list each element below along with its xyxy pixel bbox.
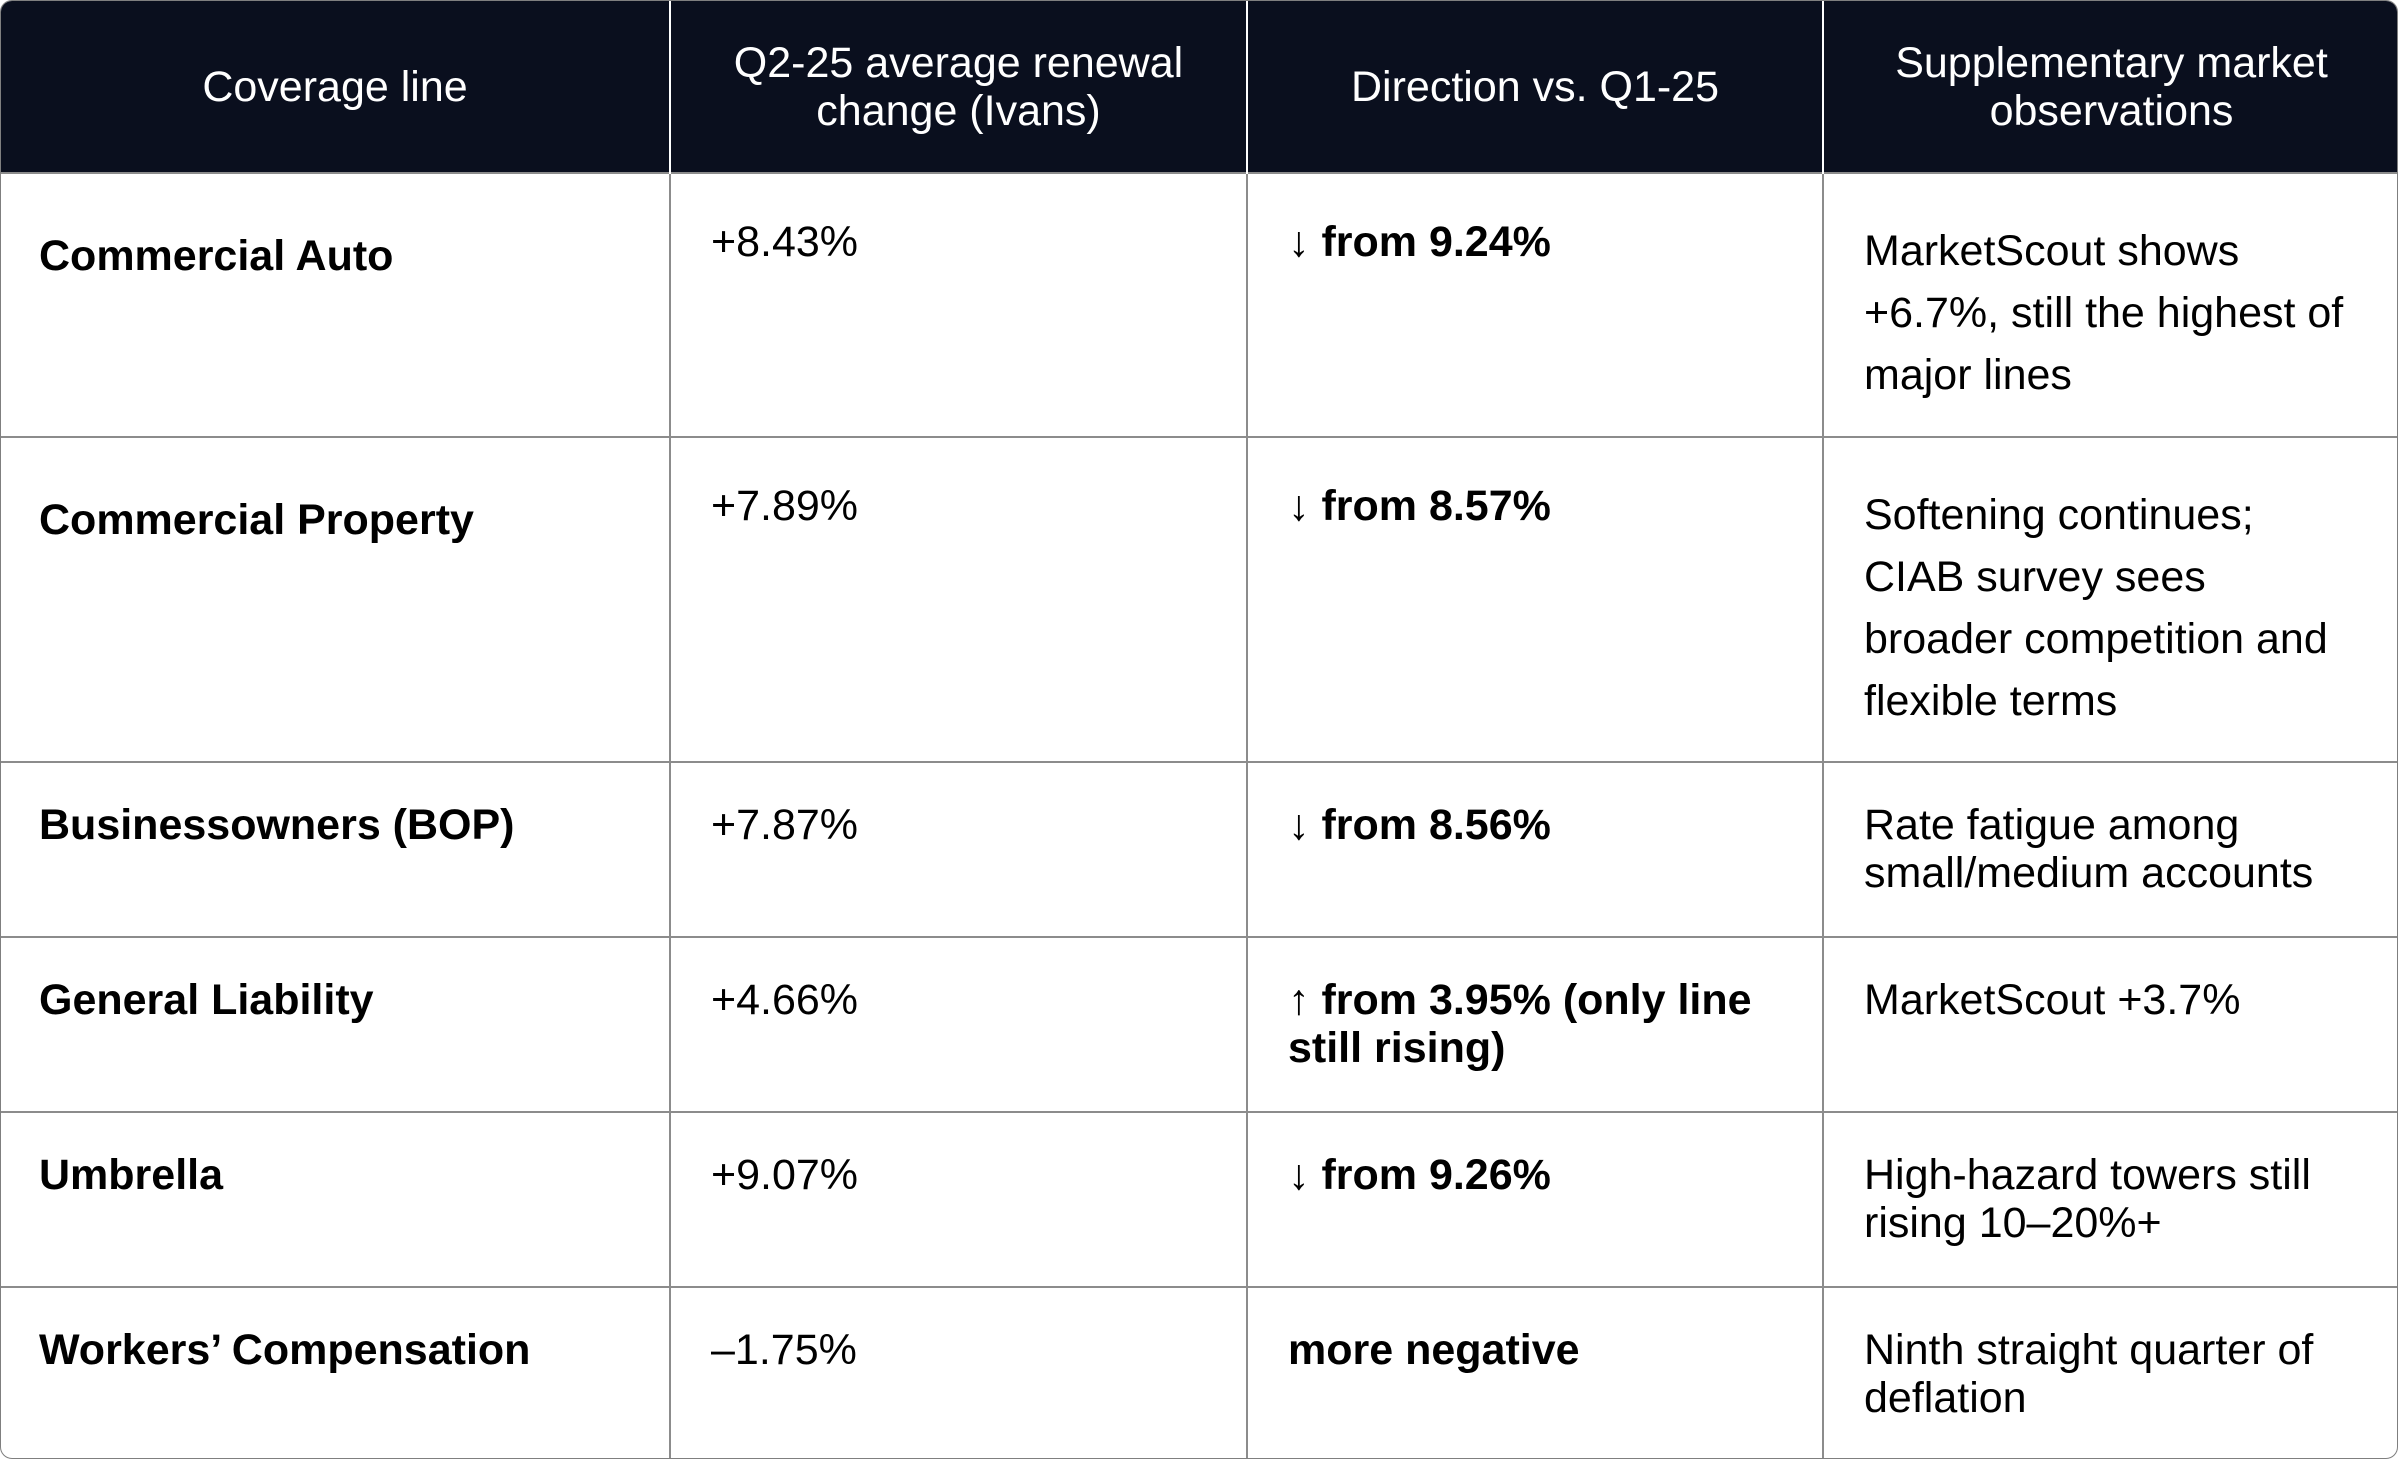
direction-cell: ↓ from 9.26% — [1247, 1111, 1824, 1287]
header-observations: Supplementary market observations — [1823, 1, 2397, 173]
coverage-line-cell: Businessowners (BOP) — [1, 761, 671, 937]
renewal-change-cell: +7.87% — [670, 761, 1248, 937]
table-row: Businessowners (BOP) +7.87% ↓ from 8.56%… — [1, 761, 2397, 937]
renewal-change-cell: +7.89% — [670, 436, 1248, 762]
coverage-line-cell: Commercial Property — [1, 436, 671, 762]
header-direction: Direction vs. Q1-25 — [1247, 1, 1824, 173]
renewal-change-cell: +9.07% — [670, 1111, 1248, 1287]
table-row: Commercial Auto +8.43% ↓ from 9.24% Mark… — [1, 172, 2397, 437]
coverage-line-cell: Workers’ Compensation — [1, 1286, 671, 1458]
observation-cell: Ninth straight quarter of deflation — [1823, 1286, 2397, 1458]
direction-cell: more negative — [1247, 1286, 1824, 1458]
renewal-change-cell: +8.43% — [670, 172, 1248, 437]
observation-cell: MarketScout +3.7% — [1823, 936, 2397, 1112]
table-row: Commercial Property +7.89% ↓ from 8.57% … — [1, 436, 2397, 762]
observation-cell: High-hazard towers still rising 10–20%+ — [1823, 1111, 2397, 1287]
direction-cell: ↓ from 8.56% — [1247, 761, 1824, 937]
direction-cell: ↑ from 3.95% (only line still rising) — [1247, 936, 1824, 1112]
header-row: Coverage line Q2-25 average renewal chan… — [1, 1, 2397, 173]
coverage-line-cell: Umbrella — [1, 1111, 671, 1287]
table-row: Workers’ Compensation –1.75% more negati… — [1, 1286, 2397, 1458]
direction-cell: ↓ from 8.57% — [1247, 436, 1824, 762]
header-coverage-line: Coverage line — [1, 1, 671, 173]
table-row: General Liability +4.66% ↑ from 3.95% (o… — [1, 936, 2397, 1112]
renewal-change-cell: –1.75% — [670, 1286, 1248, 1458]
table-row: Umbrella +9.07% ↓ from 9.26% High-hazard… — [1, 1111, 2397, 1287]
observation-cell: Rate fatigue among small/medium accounts — [1823, 761, 2397, 937]
coverage-line-cell: Commercial Auto — [1, 172, 671, 437]
header-renewal-change: Q2-25 average renewal change (Ivans) — [670, 1, 1248, 173]
observation-cell: Softening continues; CIAB survey sees br… — [1823, 436, 2397, 762]
renewal-change-cell: +4.66% — [670, 936, 1248, 1112]
observation-cell: MarketScout shows +6.7%, still the highe… — [1823, 172, 2397, 437]
direction-cell: ↓ from 9.24% — [1247, 172, 1824, 437]
coverage-line-cell: General Liability — [1, 936, 671, 1112]
